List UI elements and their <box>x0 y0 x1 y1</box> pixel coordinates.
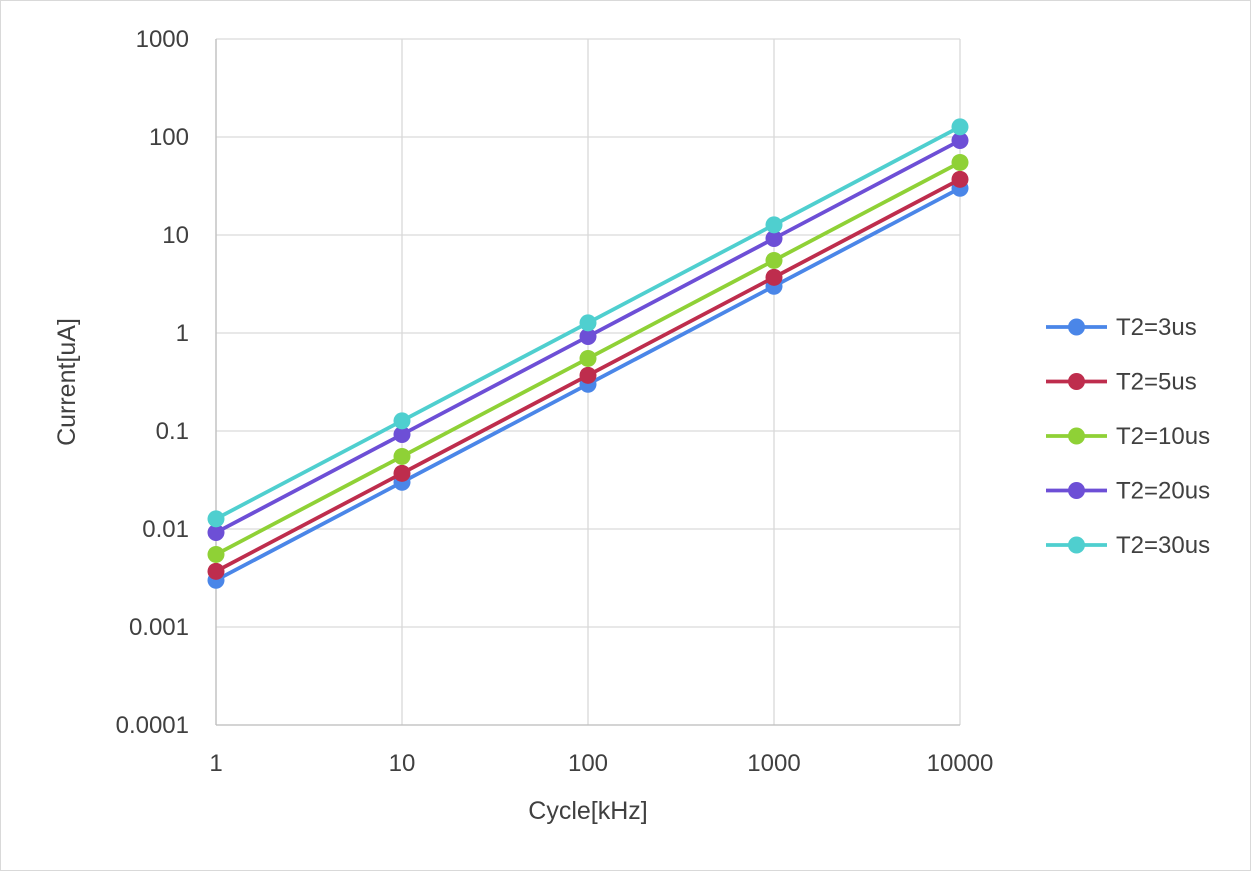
legend-item: T2=3us <box>1046 314 1197 341</box>
data-point <box>207 524 225 542</box>
axes <box>215 39 960 726</box>
y-tick-label: 0.1 <box>156 418 189 445</box>
y-tick-label: 10 <box>162 222 189 249</box>
series-T2=10us <box>207 153 969 563</box>
data-point <box>393 426 411 444</box>
data-point <box>951 132 969 150</box>
data-point <box>393 412 411 430</box>
legend-label: T2=30us <box>1116 532 1210 559</box>
series-T2=30us <box>207 118 969 528</box>
y-tick-label: 0.0001 <box>116 712 189 739</box>
data-point <box>207 545 225 563</box>
data-point <box>207 562 225 580</box>
y-tick-label: 0.01 <box>142 516 189 543</box>
y-axis-title: Current[uA] <box>53 318 81 446</box>
legend-item: T2=5us <box>1046 369 1197 396</box>
legend-marker <box>1068 427 1085 445</box>
legend-label: T2=20us <box>1116 478 1210 505</box>
legend-item: T2=20us <box>1046 478 1210 505</box>
x-axis-title: Cycle[kHz] <box>528 797 647 825</box>
data-point <box>765 251 783 269</box>
y-tick-label: 0.001 <box>129 614 189 641</box>
series-T2=20us <box>207 132 969 542</box>
y-tick-label: 1 <box>176 320 189 347</box>
legend-marker <box>1068 536 1085 554</box>
legend: T2=3us T2=5us T2=10us T2=20us T2=30us <box>1046 314 1210 559</box>
data-point <box>951 170 969 188</box>
x-tick-label: 10 <box>389 750 416 777</box>
legend-label: T2=10us <box>1116 423 1210 450</box>
data-point <box>765 216 783 234</box>
legend-marker <box>1068 482 1085 499</box>
data-point <box>951 118 969 136</box>
y-tick-label: 100 <box>149 124 189 151</box>
data-point <box>393 447 411 465</box>
data-point <box>951 153 969 171</box>
x-tick-label: 1 <box>209 750 222 777</box>
legend-item: T2=10us <box>1046 423 1210 450</box>
legend-label: T2=3us <box>1116 314 1197 341</box>
data-point <box>579 349 597 367</box>
data-point <box>765 268 783 286</box>
data-point <box>393 464 411 482</box>
x-tick-label: 10000 <box>927 750 994 777</box>
data-point <box>579 314 597 332</box>
series-lines <box>207 118 969 589</box>
data-point <box>765 230 783 248</box>
legend-marker <box>1068 373 1085 390</box>
legend-marker <box>1068 318 1085 336</box>
data-point <box>579 366 597 384</box>
y-tick-label: 1000 <box>136 26 189 53</box>
tick-labels: 0.0001 0.001 0.01 0.1 1 10 100 1000 1 10 100 1000 10… <box>116 26 994 777</box>
data-point <box>207 510 225 528</box>
x-tick-label: 1000 <box>747 750 800 777</box>
series-T2=5us <box>207 170 969 580</box>
legend-label: T2=5us <box>1116 369 1197 396</box>
data-point <box>579 328 597 346</box>
x-tick-label: 100 <box>568 750 608 777</box>
legend-item: T2=30us <box>1046 532 1210 559</box>
